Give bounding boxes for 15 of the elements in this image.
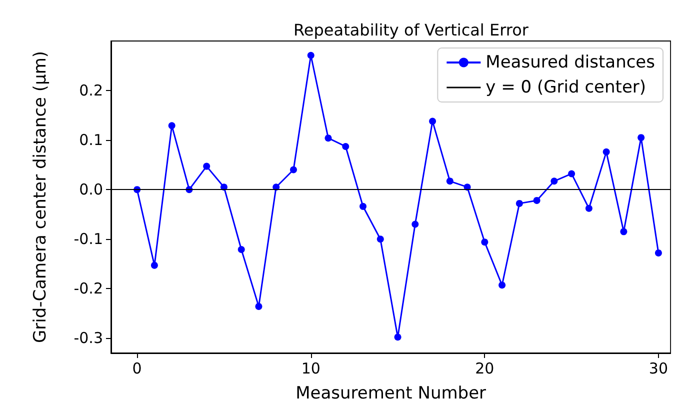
- x-axis-title: Measurement Number: [296, 384, 486, 404]
- y-tick-label: 0.0: [79, 180, 103, 199]
- y-tick-label: -0.2: [74, 280, 103, 298]
- y-tick-label: -0.1: [74, 230, 103, 248]
- chart-title: Repeatability of Vertical Error: [294, 20, 529, 40]
- legend-label: y = 0 (Grid center): [486, 78, 646, 98]
- x-tick-label: 30: [648, 360, 668, 378]
- x-tick-label: 10: [301, 360, 320, 378]
- x-tick-label: 20: [475, 360, 494, 378]
- y-tick-label: -0.3: [74, 329, 103, 348]
- y-axis-title: Grid-Camera center distance (µm): [30, 50, 50, 344]
- y-tick-label: 0.1: [79, 131, 103, 150]
- y-tick-label: 0.2: [79, 82, 103, 100]
- legend-label: Measured distances: [486, 52, 656, 72]
- x-tick-label: 0: [132, 360, 142, 378]
